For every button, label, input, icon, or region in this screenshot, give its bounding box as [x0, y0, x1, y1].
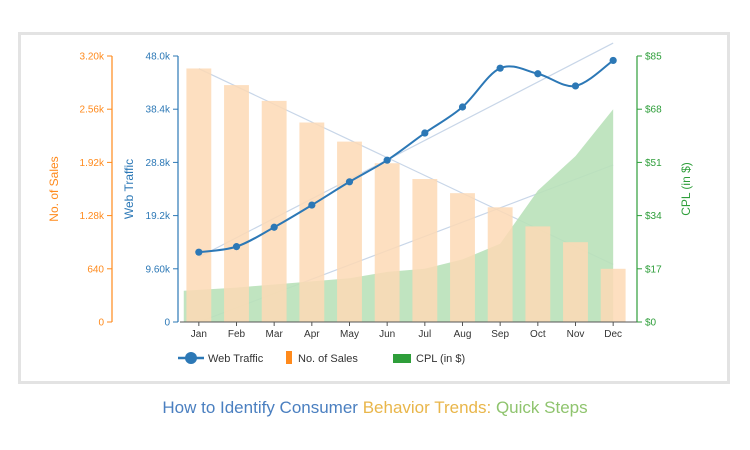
sales-axis-title: No. of Sales	[47, 156, 61, 221]
traffic-point-may	[345, 178, 354, 186]
cpl-axis-title: CPL (in $)	[679, 162, 693, 216]
traffic-tick-label: 0	[164, 318, 170, 329]
x-tick-label-may: May	[340, 329, 359, 340]
cpl-tick-label: $68	[645, 105, 662, 116]
cpl-tick-label: $85	[645, 52, 662, 63]
sales-bar-mar	[261, 100, 287, 322]
sales-tick-label: 0	[98, 318, 104, 329]
legend-label-1: No. of Sales	[298, 353, 358, 365]
caption-part-2: Behavior Trends:	[362, 398, 492, 417]
x-tick-label-dec: Dec	[604, 329, 622, 340]
x-tick-label-jan: Jan	[191, 329, 207, 340]
caption: How to Identify Consumer Behavior Trends…	[0, 398, 750, 418]
traffic-point-jul	[421, 129, 429, 137]
sales-tick-label: 2.56k	[80, 105, 105, 116]
cpl-tick-label: $34	[645, 211, 662, 222]
legend-label-0: Web Traffic	[208, 353, 264, 365]
caption-part-1: How to Identify Consumer	[162, 398, 358, 417]
traffic-point-jan	[195, 248, 203, 256]
x-tick-label-sep: Sep	[491, 329, 509, 340]
legend-swatch-cpl	[393, 354, 411, 363]
traffic-point-dec	[609, 56, 617, 65]
x-tick-label-apr: Apr	[304, 329, 320, 340]
traffic-point-aug	[458, 103, 467, 111]
x-tick-label-jul: Jul	[418, 329, 431, 340]
cpl-tick-label: $17	[645, 264, 662, 275]
x-tick-label-aug: Aug	[454, 329, 472, 340]
x-tick-label-nov: Nov	[567, 329, 585, 340]
sales-bar-nov	[563, 242, 588, 322]
cpl-tick-label: $51	[645, 158, 662, 169]
x-tick-label-oct: Oct	[530, 329, 546, 340]
traffic-point-nov	[571, 82, 580, 90]
sales-bar-jun	[374, 163, 400, 322]
sales-bar-oct	[525, 226, 551, 322]
sales-tick-label: 3.20k	[80, 52, 105, 63]
legend-label-2: CPL (in $)	[416, 353, 465, 365]
sales-bar-may	[337, 141, 362, 322]
sales-bar-apr	[299, 122, 325, 322]
traffic-axis-title: Web Traffic	[122, 159, 136, 219]
traffic-tick-label: 48.0k	[146, 52, 171, 63]
cpl-tick-label: $0	[645, 318, 657, 329]
traffic-line-layer	[195, 56, 617, 256]
legend: Web Traffic No. of Sales CPL (in $)	[178, 351, 465, 365]
traffic-point-mar	[270, 223, 278, 231]
axes: 0 640 1.28k 1.92k 2.56k 3.20k No. of Sales 0 9.6…	[47, 52, 693, 341]
x-tick-label-mar: Mar	[266, 329, 284, 340]
traffic-point-feb	[232, 243, 241, 251]
sales-bar-jul	[412, 179, 438, 322]
x-tick-label-jun: Jun	[379, 329, 395, 340]
traffic-point-apr	[308, 201, 316, 209]
traffic-point-oct	[534, 70, 542, 78]
sales-tick-label: 1.92k	[80, 158, 105, 169]
traffic-tick-label: 9.60k	[146, 264, 171, 275]
sales-bar-sep	[487, 207, 513, 322]
legend-swatch-traffic-dot	[185, 352, 197, 364]
sales-tick-label: 640	[87, 264, 104, 275]
sales-bar-jan	[186, 68, 212, 322]
caption-part-3: Quick Steps	[495, 398, 588, 417]
sales-tick-label: 1.28k	[80, 211, 105, 222]
sales-bar-dec	[600, 268, 626, 322]
traffic-tick-label: 28.8k	[146, 158, 171, 169]
x-tick-label-feb: Feb	[228, 329, 246, 340]
legend-swatch-sales	[286, 351, 292, 364]
traffic-point-jun	[383, 156, 391, 164]
traffic-point-sep	[496, 64, 504, 72]
sales-bars	[186, 68, 626, 322]
sales-bar-aug	[450, 193, 475, 322]
traffic-tick-label: 19.2k	[146, 211, 171, 222]
traffic-tick-label: 38.4k	[146, 105, 171, 116]
sales-bar-feb	[224, 85, 249, 322]
